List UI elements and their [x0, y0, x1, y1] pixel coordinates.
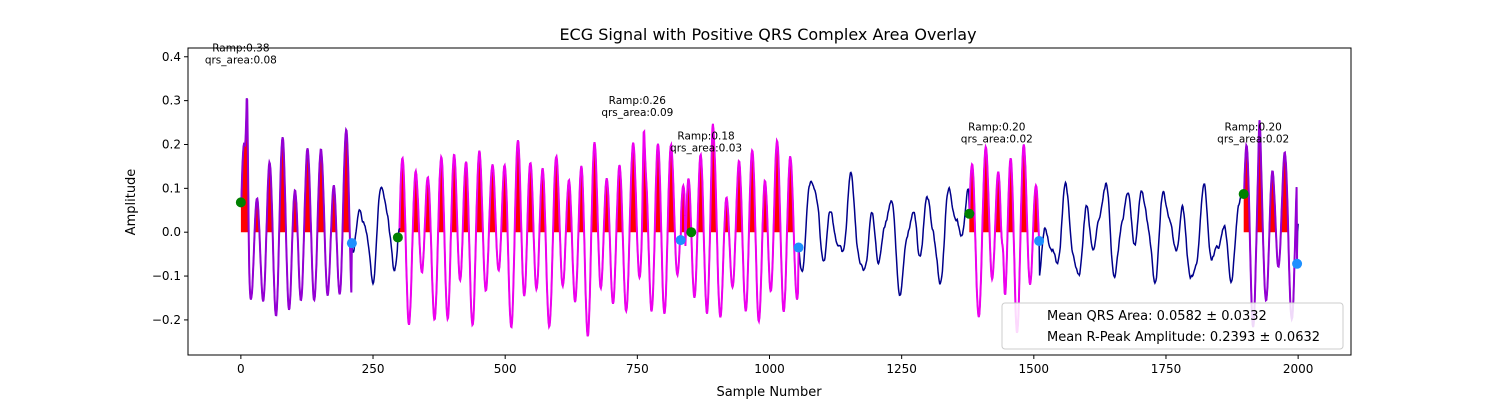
y-axis: −0.2 −0.1 0.0 0.1 0.2 0.3 0.4 [152, 50, 188, 327]
plot-area [235, 98, 1303, 337]
qrs-onset-marker [686, 227, 697, 238]
qrs-offset-marker [1292, 258, 1303, 269]
qrs-onset-marker [1238, 189, 1249, 200]
ramp-annotation: Ramp:0.20 [1225, 121, 1282, 133]
qrs-offset-marker [346, 238, 357, 249]
qrs-offset-marker [675, 235, 686, 246]
qrs-segment-line [1242, 120, 1299, 328]
qrs-segment-line [239, 98, 353, 317]
qrs-segment-line [398, 129, 686, 337]
legend-entry: Mean R-Peak Amplitude: 0.2393 ± 0.0632 [1047, 330, 1320, 345]
annotations: Ramp:0.38qrs_area:0.08Ramp:0.26qrs_area:… [205, 43, 1289, 155]
qrs-segment-line [683, 123, 800, 325]
x-tick-label: 250 [362, 362, 385, 376]
qrs-offset-marker [793, 242, 804, 253]
x-tick-label: 750 [626, 362, 649, 376]
y-tick-label: 0.2 [162, 137, 181, 151]
x-axis-label: Sample Number [716, 385, 822, 400]
y-tick-label: 0.1 [162, 181, 181, 195]
legend-entry: Mean QRS Area: 0.0582 ± 0.0332 [1047, 309, 1267, 324]
y-axis-label: Amplitude [124, 169, 139, 236]
x-tick-label: 1000 [754, 362, 785, 376]
qrs-onset-marker [392, 232, 403, 243]
x-tick-label: 1250 [886, 362, 917, 376]
legend-box [1001, 302, 1344, 350]
qrs-area-annotation: qrs_area:0.09 [601, 107, 673, 119]
y-tick-label: 0.3 [162, 94, 181, 108]
qrs-segment-line [968, 143, 1041, 334]
qrs-area-annotation: qrs_area:0.08 [205, 55, 277, 67]
x-axis: 0 250 500 750 1000 1250 1500 1750 2000 [237, 355, 1313, 376]
x-tick-label: 500 [494, 362, 517, 376]
qrs-onset-marker [964, 208, 975, 219]
y-tick-label: −0.1 [152, 269, 181, 283]
ramp-annotation: Ramp:0.20 [968, 121, 1025, 133]
qrs-area-fill [240, 98, 352, 233]
x-tick-label: 1500 [1019, 362, 1050, 376]
qrs-area-annotation: qrs_area:0.03 [670, 142, 742, 154]
x-tick-label: 1750 [1151, 362, 1182, 376]
qrs-area-fill [684, 123, 799, 233]
chart-title: ECG Signal with Positive QRS Complex Are… [559, 25, 976, 44]
qrs-area-fill [969, 144, 1040, 233]
ramp-annotation: Ramp:0.26 [609, 95, 667, 107]
y-tick-label: 0.4 [162, 50, 181, 64]
qrs-area-fill [1243, 120, 1298, 233]
x-tick-label: 2000 [1283, 362, 1314, 376]
ramp-annotation: Ramp:0.38 [212, 43, 269, 55]
ramp-annotation: Ramp:0.18 [677, 130, 734, 142]
qrs-offset-marker [1034, 235, 1045, 246]
y-tick-label: 0.0 [162, 225, 181, 239]
qrs-onset-marker [235, 197, 246, 208]
qrs-area-annotation: qrs_area:0.02 [961, 133, 1033, 145]
x-tick-label: 0 [237, 362, 245, 376]
y-tick-label: −0.2 [152, 313, 181, 327]
qrs-area-annotation: qrs_area:0.02 [1217, 133, 1289, 145]
legend: Mean QRS Area: 0.0582 ± 0.0332 Mean R-Pe… [1001, 302, 1344, 350]
